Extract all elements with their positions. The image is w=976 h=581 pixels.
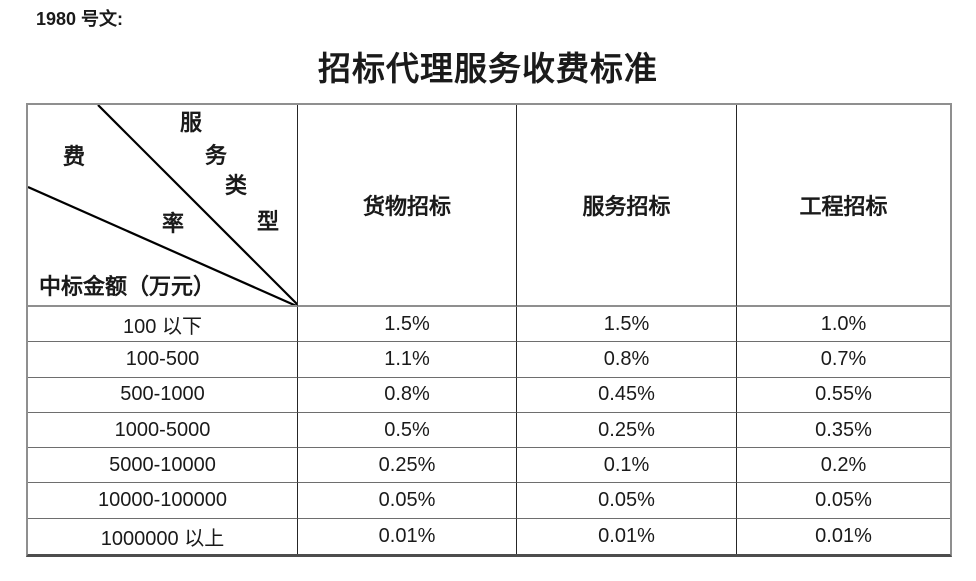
- table-cell: 1.1%: [298, 342, 517, 378]
- table-cell: 0.01%: [815, 524, 872, 547]
- row-label: 1000-5000: [28, 412, 298, 449]
- table-cell: 0.8%: [298, 377, 517, 413]
- table-cell: 0.55%: [737, 378, 950, 413]
- table-cell: 0.05%: [517, 483, 737, 519]
- diagonal-lines: [28, 105, 297, 305]
- table-cell: 0.35%: [737, 413, 950, 449]
- fee-table: 服 务 类 型 费 率 中标金额（万元） 货物招标 服务招标 工程招标 100 …: [26, 103, 952, 558]
- table-cell: 1.5%: [298, 307, 517, 343]
- corner-label-char: 率: [162, 211, 185, 236]
- table-cell: 0.7%: [737, 342, 950, 378]
- doc-ref-label: 1980 号文:: [36, 9, 124, 29]
- column-header-services: 服务招标: [517, 105, 737, 307]
- table-cell: 0.01%: [298, 518, 517, 555]
- table-cell: 0.5%: [298, 412, 517, 449]
- corner-row-axis-label: 中标金额（万元）: [39, 274, 216, 299]
- table-cell: 0.8%: [517, 342, 737, 378]
- table-cell: 1.5%: [517, 307, 737, 343]
- table-cell: 0.25%: [298, 448, 517, 484]
- corner-label-char: 服: [180, 110, 203, 135]
- corner-label-char: 类: [225, 173, 248, 198]
- page-title: 招标代理服务收费标准: [318, 52, 658, 88]
- corner-label-char: 型: [257, 209, 280, 234]
- column-header-works: 工程招标: [737, 105, 950, 307]
- row-label: 1000000 以上: [28, 518, 298, 555]
- row-label: 500-1000: [28, 377, 298, 413]
- table-cell: 0.05%: [737, 483, 950, 519]
- row-label: 5000-10000: [28, 448, 298, 484]
- table-cell: 0.1%: [517, 448, 737, 484]
- column-header-goods: 货物招标: [298, 105, 517, 307]
- corner-header-cell: 服 务 类 型 费 率 中标金额（万元）: [28, 105, 298, 307]
- table-cell: 0.2%: [737, 448, 950, 484]
- row-label: 100-500: [28, 342, 298, 378]
- row-label: 100 以下: [28, 307, 298, 343]
- table-cell: 0.05%: [298, 483, 517, 519]
- table-cell: 0.01%: [517, 518, 737, 555]
- table-cell: 1.0%: [737, 307, 950, 343]
- corner-label-char: 费: [63, 144, 86, 169]
- table-cell: 0.25%: [517, 412, 737, 449]
- table-cell: 0.45%: [517, 377, 737, 413]
- corner-label-char: 务: [205, 143, 228, 168]
- row-label: 10000-100000: [28, 483, 298, 519]
